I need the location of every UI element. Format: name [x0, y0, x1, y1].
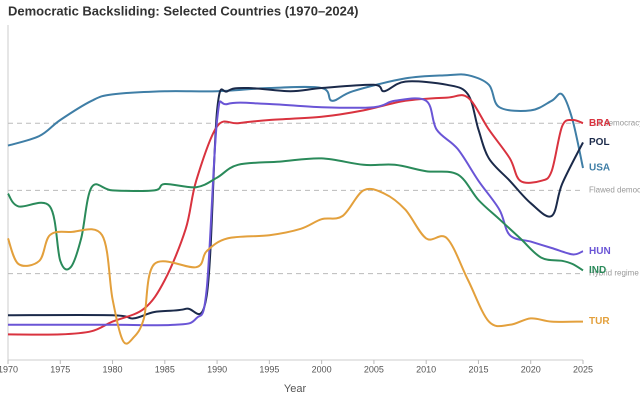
series-label: HUN [589, 246, 611, 257]
x-tick-label: 2000 [312, 364, 332, 374]
x-tick-label: 1985 [155, 364, 175, 374]
x-tick-label: 2020 [521, 364, 541, 374]
series-label: IND [589, 265, 606, 276]
x-tick-label: 1970 [0, 364, 18, 374]
threshold-label: Hybrid regime [589, 269, 639, 278]
x-tick-label: 2010 [416, 364, 436, 374]
x-tick-label: 1995 [259, 364, 279, 374]
series-line [7, 187, 584, 345]
series-label: TUR [589, 316, 610, 327]
x-tick-label: 2005 [364, 364, 384, 374]
series-label: POL [589, 137, 610, 148]
series-line [7, 80, 584, 320]
series-line [7, 157, 584, 272]
threshold-label: Flawed democracy [589, 186, 640, 195]
x-tick-label: 1980 [103, 364, 123, 374]
x-tick-label: 1990 [207, 364, 227, 374]
series-label: USA [589, 163, 610, 174]
threshold-label: Full democracy [589, 118, 640, 127]
series-line [7, 94, 584, 336]
x-tick-label: 2025 [573, 364, 593, 374]
x-axis-label: Year [284, 383, 307, 395]
x-tick-label: 1975 [50, 364, 70, 374]
chart-title: Democratic Backsliding: Selected Countri… [8, 3, 358, 18]
series-line [7, 73, 584, 169]
series-line [7, 97, 584, 327]
x-tick-label: 2015 [468, 364, 488, 374]
series-label: BRA [589, 118, 611, 129]
